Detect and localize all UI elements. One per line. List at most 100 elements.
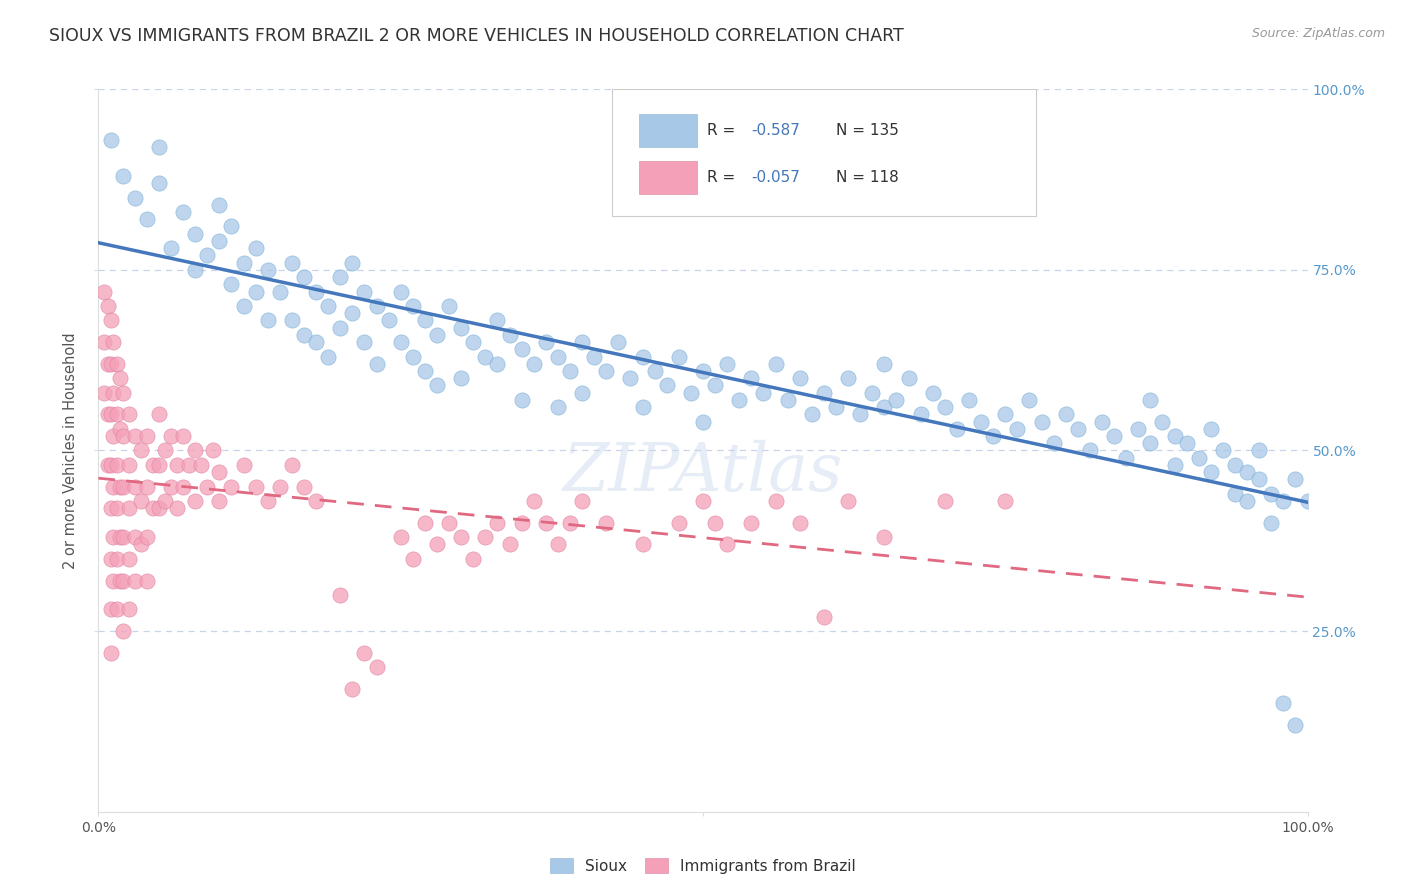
Point xyxy=(619,371,641,385)
Point xyxy=(111,169,134,183)
Point xyxy=(111,624,134,639)
Point xyxy=(813,385,835,400)
Point xyxy=(523,494,546,508)
Point xyxy=(195,248,218,262)
Point xyxy=(135,429,157,443)
Point xyxy=(668,350,690,364)
Point xyxy=(1115,450,1137,465)
Point xyxy=(1223,458,1246,472)
Point xyxy=(1212,443,1234,458)
Point xyxy=(292,327,315,342)
Point xyxy=(1139,436,1161,450)
Point xyxy=(740,516,762,530)
Point xyxy=(269,480,291,494)
Point xyxy=(184,262,207,277)
Point xyxy=(135,530,157,544)
Point xyxy=(256,313,278,327)
Point xyxy=(1139,392,1161,407)
Point xyxy=(101,429,124,443)
Point xyxy=(172,205,194,219)
Point xyxy=(571,385,593,400)
Point xyxy=(172,480,194,494)
Point xyxy=(305,334,328,349)
Point xyxy=(118,407,141,421)
Point xyxy=(353,334,375,349)
Point xyxy=(245,285,267,299)
Point xyxy=(1249,472,1271,486)
Point xyxy=(101,574,124,588)
Point xyxy=(1260,516,1282,530)
Bar xyxy=(638,114,697,147)
Point xyxy=(129,494,152,508)
Point xyxy=(184,227,207,241)
Point xyxy=(93,334,115,349)
Bar xyxy=(638,161,697,194)
Point xyxy=(692,494,714,508)
Point xyxy=(607,334,630,349)
Point xyxy=(111,385,134,400)
Point xyxy=(1284,718,1306,732)
Point xyxy=(450,530,472,544)
Point xyxy=(437,299,460,313)
Point xyxy=(124,480,146,494)
Point xyxy=(800,407,823,421)
Point xyxy=(1128,422,1150,436)
Point xyxy=(692,415,714,429)
Point xyxy=(389,334,412,349)
Point xyxy=(105,458,128,472)
Point xyxy=(129,537,152,551)
Point xyxy=(644,364,666,378)
Point xyxy=(100,133,122,147)
Point xyxy=(631,400,654,414)
Point xyxy=(679,385,702,400)
Y-axis label: 2 or more Vehicles in Household: 2 or more Vehicles in Household xyxy=(63,332,79,569)
Point xyxy=(281,255,304,269)
Legend: Sioux, Immigrants from Brazil: Sioux, Immigrants from Brazil xyxy=(544,852,862,880)
Point xyxy=(523,357,546,371)
Point xyxy=(776,392,799,407)
Text: Source: ZipAtlas.com: Source: ZipAtlas.com xyxy=(1251,27,1385,40)
Point xyxy=(100,501,122,516)
Point xyxy=(873,357,896,371)
Point xyxy=(1199,422,1222,436)
Point xyxy=(342,306,364,320)
Point xyxy=(498,327,520,342)
Point xyxy=(329,270,352,285)
Point xyxy=(765,494,787,508)
Point xyxy=(1163,429,1185,443)
Point xyxy=(129,443,152,458)
Point xyxy=(195,480,218,494)
Point xyxy=(316,350,339,364)
Point xyxy=(595,364,617,378)
Point xyxy=(1042,436,1064,450)
Point xyxy=(1078,443,1101,458)
Point xyxy=(153,494,176,508)
Point xyxy=(111,574,134,588)
Point xyxy=(105,357,128,371)
Text: N = 118: N = 118 xyxy=(837,169,898,185)
Point xyxy=(547,400,569,414)
Point xyxy=(692,364,714,378)
Point xyxy=(160,480,183,494)
Point xyxy=(1175,436,1198,450)
Point xyxy=(208,198,231,212)
Point xyxy=(184,443,207,458)
Point xyxy=(740,371,762,385)
Point xyxy=(100,646,122,660)
Point xyxy=(245,480,267,494)
Point xyxy=(148,140,170,154)
Point xyxy=(135,480,157,494)
Text: ZIPAtlas: ZIPAtlas xyxy=(562,440,844,505)
Point xyxy=(135,574,157,588)
Point xyxy=(97,458,120,472)
Point xyxy=(232,458,254,472)
Point xyxy=(704,516,727,530)
Point xyxy=(353,646,375,660)
Point xyxy=(1067,422,1090,436)
Point xyxy=(1223,487,1246,501)
Point xyxy=(160,429,183,443)
Point xyxy=(108,371,131,385)
Point xyxy=(1188,450,1211,465)
Point xyxy=(1296,494,1319,508)
Point xyxy=(1163,458,1185,472)
